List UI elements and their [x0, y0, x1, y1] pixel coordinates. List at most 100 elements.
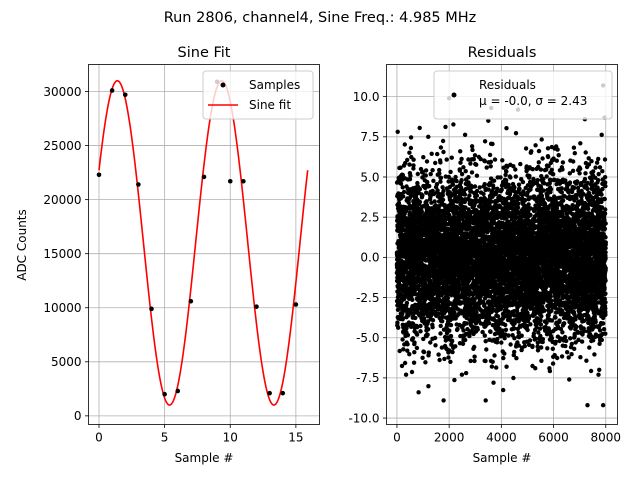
residual-point — [450, 182, 456, 187]
residual-point — [405, 348, 410, 353]
legend-sine-fit-label: Sine fit — [249, 98, 291, 112]
residual-point — [488, 329, 493, 334]
residual-point — [403, 160, 408, 166]
residual-point — [429, 200, 434, 205]
residual-point — [462, 209, 467, 214]
residual-point — [472, 153, 478, 158]
residual-point — [409, 292, 415, 297]
residual-point — [471, 157, 476, 162]
residual-point — [446, 355, 451, 360]
sine-fit-ytick-label: 30000 — [43, 85, 81, 99]
residual-point — [401, 189, 407, 195]
residual-point — [463, 205, 468, 210]
residual-point — [506, 182, 511, 187]
residual-point — [482, 159, 487, 164]
residual-point — [513, 167, 518, 172]
residual-point — [410, 297, 415, 302]
residual-point — [489, 364, 495, 369]
residual-point — [435, 188, 440, 193]
residual-point — [402, 360, 408, 366]
residuals-xlabel: Sample # — [473, 451, 532, 465]
residual-point — [430, 325, 435, 330]
residual-point — [448, 333, 454, 339]
residual-point — [490, 141, 495, 147]
residual-point — [504, 178, 509, 183]
sample-point — [280, 390, 286, 396]
residual-point — [413, 315, 418, 321]
residual-point — [411, 157, 416, 162]
sine-fit-legend: Samples Sine fit — [202, 70, 314, 120]
residual-point — [398, 165, 403, 170]
sample-point — [201, 174, 207, 180]
residual-point — [421, 155, 426, 160]
residual-point — [435, 228, 440, 234]
residual-point — [426, 350, 431, 355]
residual-point — [503, 322, 508, 328]
residual-point — [417, 199, 423, 205]
residual-point — [417, 125, 422, 131]
residual-point — [411, 360, 417, 365]
residual-point — [457, 168, 463, 173]
residual-point — [448, 359, 453, 364]
residual-point — [512, 349, 517, 355]
residual-point — [491, 185, 496, 191]
residual-point — [458, 149, 463, 154]
sine-fit-ytick-label: 15000 — [43, 247, 81, 261]
residual-point — [445, 292, 450, 297]
residual-point — [433, 160, 438, 166]
residual-point — [408, 173, 413, 178]
sample-point — [293, 302, 299, 307]
residual-point — [398, 181, 404, 186]
residual-point — [512, 336, 517, 341]
residual-point — [431, 178, 436, 183]
residual-point — [501, 355, 506, 361]
residual-point — [504, 126, 509, 131]
residual-point — [463, 186, 468, 192]
sine-fit-xlabel: Sample # — [175, 451, 234, 465]
residual-point — [484, 165, 489, 170]
residual-point — [474, 162, 479, 167]
residual-point — [513, 131, 519, 136]
residual-point — [515, 205, 521, 210]
residual-point — [455, 326, 460, 332]
residual-point — [446, 174, 451, 180]
residual-point — [419, 209, 424, 214]
residual-point — [428, 340, 433, 345]
residual-point — [423, 173, 428, 178]
residual-point — [482, 333, 487, 338]
residual-point — [461, 165, 466, 170]
residual-point — [513, 174, 518, 179]
residual-point — [508, 175, 513, 180]
residual-point — [440, 138, 446, 144]
residual-point — [417, 187, 423, 192]
sample-point — [175, 388, 181, 394]
residual-point — [516, 201, 521, 206]
residual-point — [420, 193, 425, 198]
residual-point — [499, 187, 504, 192]
sample-point — [136, 182, 141, 187]
residual-point — [414, 325, 420, 330]
residual-point — [396, 200, 402, 206]
residual-point — [481, 191, 486, 197]
residual-point — [458, 160, 463, 165]
residual-point — [442, 356, 447, 362]
residual-point — [423, 360, 428, 365]
sine-fit-line — [98, 79, 309, 406]
residual-point — [475, 327, 480, 332]
residual-point — [474, 193, 480, 198]
sine-fit-ytick-label: 20000 — [43, 193, 81, 207]
residual-point — [463, 337, 468, 343]
residual-point — [405, 281, 410, 286]
sine-fit-title: Sine Fit — [178, 45, 231, 61]
residual-point — [441, 188, 446, 194]
residual-point — [447, 328, 452, 333]
residual-point — [404, 300, 410, 306]
residual-point — [474, 188, 480, 194]
residual-point — [495, 314, 501, 319]
residual-point — [502, 336, 507, 341]
residual-point — [421, 336, 426, 342]
residual-point — [446, 179, 451, 184]
residual-point — [421, 349, 427, 355]
residual-point — [400, 172, 405, 178]
residual-point — [426, 384, 431, 389]
